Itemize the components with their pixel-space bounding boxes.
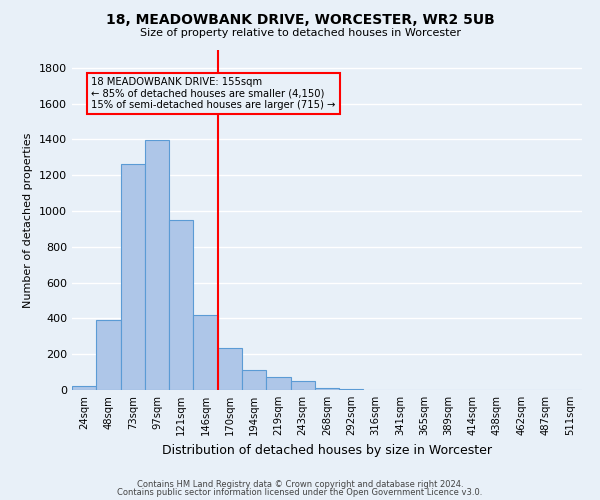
X-axis label: Distribution of detached houses by size in Worcester: Distribution of detached houses by size … [162, 444, 492, 456]
Bar [193, 315, 218, 390]
Bar [169, 220, 193, 390]
Text: 18 MEADOWBANK DRIVE: 155sqm
← 85% of detached houses are smaller (4,150)
15% of : 18 MEADOWBANK DRIVE: 155sqm ← 85% of det… [91, 77, 336, 110]
Text: 18, MEADOWBANK DRIVE, WORCESTER, WR2 5UB: 18, MEADOWBANK DRIVE, WORCESTER, WR2 5UB [106, 12, 494, 26]
Text: Contains HM Land Registry data © Crown copyright and database right 2024.: Contains HM Land Registry data © Crown c… [137, 480, 463, 489]
Bar [266, 378, 290, 390]
Bar [96, 320, 121, 390]
Bar [72, 386, 96, 390]
Text: Contains public sector information licensed under the Open Government Licence v3: Contains public sector information licen… [118, 488, 482, 497]
Bar [121, 164, 145, 390]
Bar [290, 381, 315, 390]
Bar [218, 348, 242, 390]
Bar [315, 388, 339, 390]
Bar [242, 370, 266, 390]
Y-axis label: Number of detached properties: Number of detached properties [23, 132, 34, 308]
Bar [145, 140, 169, 390]
Text: Size of property relative to detached houses in Worcester: Size of property relative to detached ho… [139, 28, 461, 38]
